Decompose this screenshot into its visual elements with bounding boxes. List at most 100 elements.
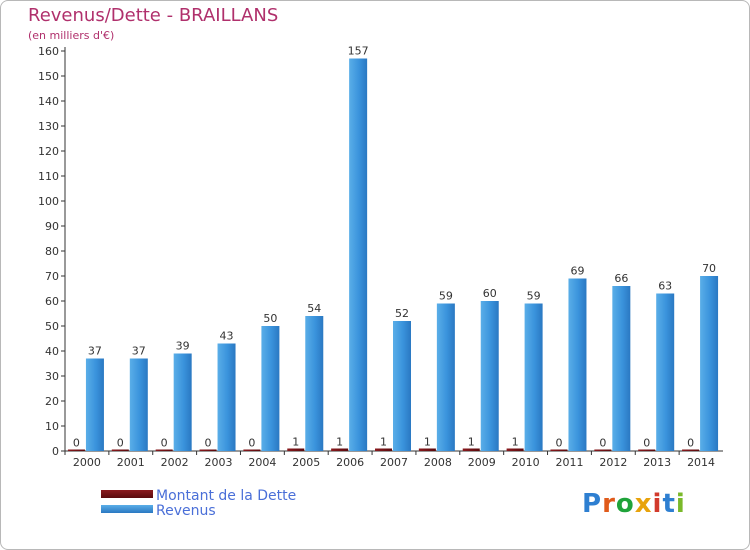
x-tick-label: 2002	[161, 456, 189, 469]
x-tick-label: 2007	[380, 456, 408, 469]
bar-revenus	[85, 358, 104, 451]
bar-dette	[331, 448, 349, 451]
bar-label-revenus: 157	[348, 45, 369, 58]
x-tick-label: 2008	[424, 456, 452, 469]
bar-dette	[155, 449, 173, 451]
bar-label-revenus: 63	[658, 280, 672, 293]
bar-revenus	[129, 358, 148, 451]
bar-label-dette: 1	[380, 436, 387, 449]
y-tick-label: 0	[52, 445, 59, 458]
bar-dette	[375, 448, 392, 451]
logo-letter: i	[652, 489, 663, 519]
bar-dette	[67, 449, 85, 451]
bar-labels: 0 37 0 37 0 39 0 43 0 50 1 54 1 157 1 52 1 59 1 60 1 59 0 69 0 66…	[73, 45, 716, 450]
y-tick-label: 130	[38, 120, 59, 133]
bar-label-revenus: 37	[88, 345, 102, 358]
bar-label-dette: 1	[292, 436, 299, 449]
bar-dette	[638, 449, 656, 451]
bar-revenus	[524, 303, 543, 451]
y-tick-label: 110	[38, 170, 59, 183]
bar-revenus	[305, 316, 324, 451]
bar-dette	[243, 449, 261, 451]
bar-revenus	[173, 353, 192, 451]
bar-dette	[594, 449, 612, 451]
y-axis: 0 10 20 30 40 50 60 70 80 90 100 110 120 130 140 150 160	[38, 45, 66, 458]
bar-label-dette: 1	[512, 436, 519, 449]
bar-label-revenus: 50	[263, 312, 277, 325]
bar-label-revenus: 54	[307, 302, 321, 315]
x-tick-label: 2003	[205, 456, 233, 469]
bar-revenus	[349, 58, 368, 451]
x-tick-label: 2011	[555, 456, 583, 469]
bar-label-revenus: 43	[220, 330, 234, 343]
bar-label-revenus: 60	[483, 287, 497, 300]
proxiti-logo: Proxiti	[582, 489, 686, 519]
x-tick-label: 2012	[599, 456, 627, 469]
legend-label-dette: Montant de la Dette	[156, 488, 296, 504]
logo-letter: P	[582, 489, 603, 519]
bar-label-dette: 1	[336, 436, 343, 449]
bar-dette	[506, 448, 524, 451]
logo-letter: r	[602, 489, 616, 519]
bar-label-revenus: 70	[702, 262, 716, 275]
y-tick-label: 70	[45, 270, 59, 283]
bar-dette	[287, 448, 305, 451]
bar-label-dette: 0	[555, 437, 562, 450]
x-tick-label: 2005	[292, 456, 320, 469]
x-tick-label: 2001	[117, 456, 145, 469]
chart-subtitle: (en milliers d'€)	[28, 29, 115, 42]
y-tick-label: 150	[38, 70, 59, 83]
bar-revenus	[436, 303, 455, 451]
bar-dette	[199, 449, 217, 451]
legend-swatch-dette	[101, 490, 153, 498]
bars	[67, 58, 719, 451]
x-tick-label: 2004	[248, 456, 276, 469]
logo-letter: x	[634, 489, 653, 519]
bar-label-dette: 0	[248, 437, 255, 450]
x-axis: 2000 2001 2002 2003 2004 2005 2006 2007 2008 2009…	[64, 450, 723, 469]
bar-label-dette: 1	[424, 436, 431, 449]
legend-label-revenus: Revenus	[156, 503, 216, 519]
bar-label-dette: 0	[205, 437, 212, 450]
bar-label-revenus: 37	[132, 345, 146, 358]
y-tick-label: 90	[45, 220, 59, 233]
bar-label-dette: 0	[117, 437, 124, 450]
x-tick-label: 2013	[643, 456, 671, 469]
bar-label-revenus: 39	[176, 340, 190, 353]
bar-label-dette: 0	[599, 437, 606, 450]
legend: Montant de la Dette Revenus	[101, 488, 296, 519]
y-tick-label: 20	[45, 395, 59, 408]
bar-revenus	[700, 276, 719, 451]
x-tick-label: 2009	[468, 456, 496, 469]
bar-dette	[111, 449, 129, 451]
bar-label-revenus: 59	[439, 290, 453, 303]
logo-letter: o	[615, 489, 635, 519]
x-tick-label: 2006	[336, 456, 364, 469]
bar-label-dette: 1	[468, 436, 475, 449]
y-tick-label: 100	[38, 195, 59, 208]
y-tick-label: 30	[45, 370, 59, 383]
y-tick-label: 120	[38, 145, 59, 158]
logo-letter: i	[675, 489, 686, 519]
bar-revenus	[393, 321, 411, 451]
bar-label-dette: 0	[73, 437, 80, 450]
x-tick-label: 2010	[512, 456, 540, 469]
y-tick-label: 10	[45, 420, 59, 433]
chart-title: Revenus/Dette - BRAILLANS	[28, 5, 279, 26]
bar-dette	[462, 448, 480, 451]
bar-label-dette: 0	[643, 437, 650, 450]
y-tick-label: 50	[45, 320, 59, 333]
bar-label-revenus: 66	[614, 272, 628, 285]
bar-revenus	[261, 326, 280, 451]
legend-swatch-revenus	[101, 505, 153, 513]
x-tick-label: 2014	[687, 456, 715, 469]
bar-label-dette: 0	[687, 437, 694, 450]
y-tick-label: 60	[45, 295, 59, 308]
x-tick-label: 2000	[73, 456, 101, 469]
y-tick-label: 80	[45, 245, 59, 258]
bar-label-dette: 0	[161, 437, 168, 450]
bar-label-revenus: 59	[527, 290, 541, 303]
logo-letter: t	[662, 489, 676, 519]
bar-revenus	[568, 278, 587, 451]
